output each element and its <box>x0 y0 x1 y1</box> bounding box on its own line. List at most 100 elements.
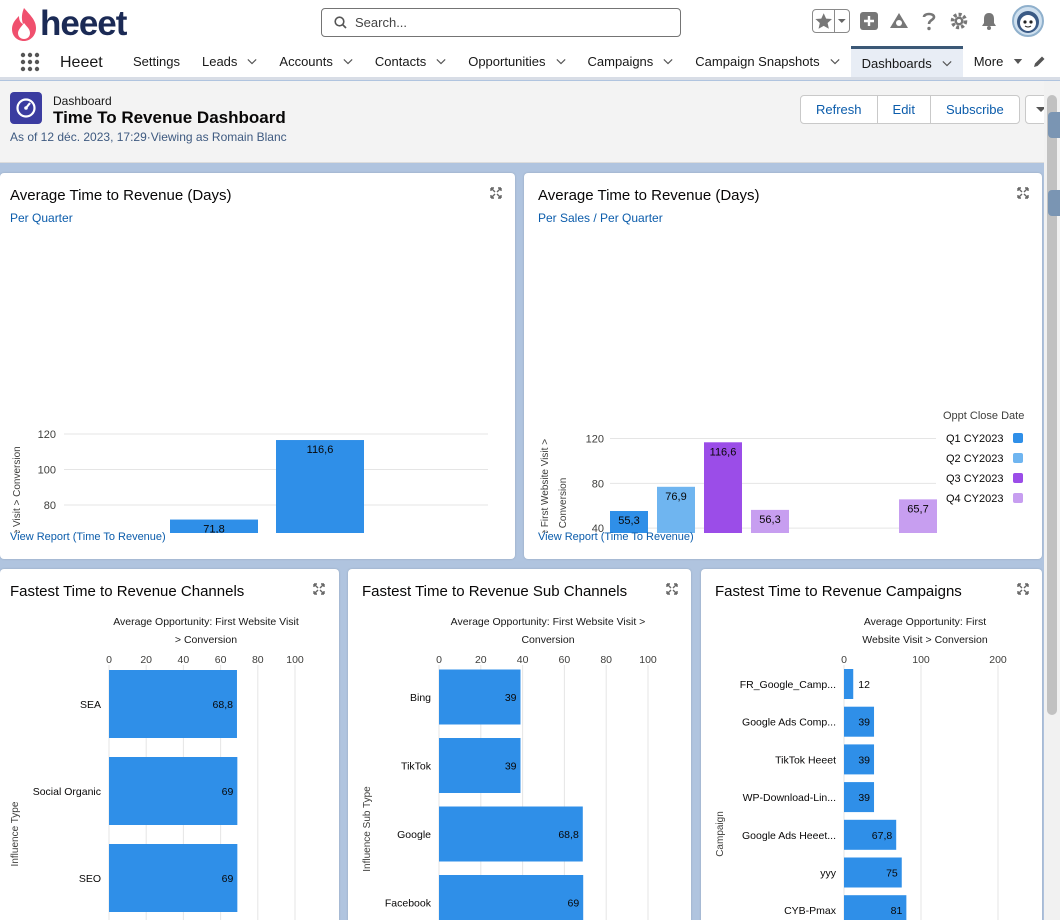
notifications-button[interactable] <box>978 10 1000 32</box>
x-tick-label: 60 <box>559 654 571 666</box>
tab-label: Campaign Snapshots <box>695 54 820 69</box>
favorites-button[interactable] <box>812 9 850 33</box>
data-label: 55,3 <box>618 515 639 527</box>
y-tick-label: 80 <box>44 500 56 512</box>
data-label: 116,6 <box>307 444 334 456</box>
tab-campaigns[interactable]: Campaigns <box>577 46 685 77</box>
data-label: 75 <box>886 868 898 880</box>
tab-campaign-snapshots[interactable]: Campaign Snapshots <box>684 46 850 77</box>
expand-icon[interactable] <box>1017 187 1029 199</box>
subscribe-button[interactable]: Subscribe <box>929 95 1020 124</box>
tab-leads[interactable]: Leads <box>191 46 268 77</box>
legend-item-label: Q4 CY2023 <box>946 493 1003 505</box>
data-label: 81 <box>891 905 903 917</box>
global-header: heeet Search... <box>0 0 1060 46</box>
card-title: Fastest Time to Revenue Channels <box>10 583 245 600</box>
card-subtitle: Per Quarter <box>10 211 73 225</box>
chevron-down-icon[interactable] <box>663 58 673 65</box>
chevron-down-icon[interactable] <box>555 58 566 65</box>
y-tick-label: Social Organic <box>33 786 101 798</box>
bar <box>844 782 875 813</box>
tab-label: Campaigns <box>587 54 654 69</box>
x-tick-label: 80 <box>600 654 612 666</box>
y-tick-label: CYB-Pmax <box>784 905 837 917</box>
search-input[interactable]: Search... <box>321 8 681 37</box>
tab-contacts[interactable]: Contacts <box>364 46 457 77</box>
view-report-link[interactable]: View Report (Time To Revenue) <box>10 531 166 543</box>
y-axis-label: Average First Website Visit > Conversion <box>12 446 23 533</box>
data-label: 12 <box>858 679 870 691</box>
y-tick-label: Google Ads Heeet... <box>742 830 836 842</box>
y-tick-label: FR_Google_Camp... <box>740 679 836 691</box>
side-panel-handle[interactable] <box>1048 112 1060 138</box>
data-label: 39 <box>858 717 870 729</box>
user-avatar[interactable] <box>1012 5 1044 37</box>
y-tick-label: 40 <box>592 523 604 533</box>
y-axis-label: Campaign <box>715 811 726 857</box>
card-title: Average Time to Revenue (Days) <box>538 187 760 204</box>
view-report-link[interactable]: View Report (Time To Revenue) <box>538 531 694 543</box>
tab-label: More <box>973 54 1004 69</box>
gear-icon <box>950 12 968 30</box>
tab-dashboards[interactable]: Dashboards <box>850 46 963 77</box>
tab-settings[interactable]: Settings <box>122 46 191 77</box>
side-panel-handle[interactable] <box>1048 190 1060 216</box>
help-button[interactable] <box>918 10 940 32</box>
axis-title: > Conversion <box>175 634 237 646</box>
app-launcher-icon <box>20 52 40 72</box>
x-tick-label: 40 <box>517 654 529 666</box>
y-tick-label: WP-Download-Lin... <box>743 792 836 804</box>
x-tick-label: 200 <box>989 654 1007 666</box>
legend-item-label: Q1 CY2023 <box>946 433 1003 445</box>
chart-card-campaigns: Fastest Time to Revenue Campaigns Averag… <box>701 569 1042 920</box>
chevron-down-icon[interactable] <box>942 60 952 67</box>
setup-button[interactable] <box>948 10 970 32</box>
plus-icon <box>860 12 878 30</box>
bar <box>109 670 237 738</box>
y-axis-label: Influence Sub Type <box>362 786 373 872</box>
gauge-icon <box>16 98 36 118</box>
app-logo[interactable]: heeet <box>10 4 127 44</box>
page-scrollbar[interactable] <box>1044 81 1060 920</box>
edit-button[interactable]: Edit <box>876 95 931 124</box>
tab-label: Opportunities <box>468 54 546 69</box>
edit-nav-button[interactable] <box>1032 55 1046 74</box>
tab-label: Contacts <box>374 54 427 69</box>
tab-opportunities[interactable]: Opportunities <box>457 46 576 77</box>
chevron-down-icon[interactable] <box>343 58 353 65</box>
chevron-down-icon[interactable] <box>436 58 446 65</box>
y-tick-label: Bing <box>410 692 431 704</box>
chart-channels: Average Opportunity: First Website Visit… <box>10 616 304 920</box>
scrollbar-thumb[interactable] <box>1047 95 1057 715</box>
global-create-button[interactable] <box>858 10 880 32</box>
question-icon <box>922 12 936 31</box>
trailhead-button[interactable] <box>888 10 910 32</box>
x-tick-label: 100 <box>912 654 930 666</box>
chevron-down-icon[interactable] <box>1013 58 1023 65</box>
navigation-bar: Heeet Settings Leads Accounts Contacts Oppor… <box>0 46 1060 80</box>
y-tick-label: yyy <box>820 868 837 880</box>
expand-icon[interactable] <box>666 583 678 595</box>
trailhead-icon <box>890 13 908 28</box>
bar <box>439 738 521 793</box>
bar <box>844 706 875 737</box>
object-label: Dashboard <box>53 94 112 108</box>
tab-more[interactable]: More <box>963 46 1035 77</box>
expand-icon[interactable] <box>490 187 502 199</box>
refresh-button[interactable]: Refresh <box>800 95 878 124</box>
bar <box>704 442 742 533</box>
chevron-down-icon[interactable] <box>247 58 257 65</box>
chart-card-sub-channels: Fastest Time to Revenue Sub Channels Ave… <box>348 569 691 920</box>
expand-icon[interactable] <box>1017 583 1029 595</box>
bar <box>109 757 238 825</box>
tab-label: Settings <box>133 54 180 69</box>
star-icon <box>815 13 832 29</box>
app-launcher-button[interactable] <box>20 52 40 77</box>
data-label: 39 <box>858 792 870 804</box>
tab-label: Accounts <box>279 54 333 69</box>
tab-accounts[interactable]: Accounts <box>268 46 363 77</box>
bar <box>844 819 897 850</box>
expand-icon[interactable] <box>313 583 325 595</box>
y-tick-label: Google Ads Comp... <box>742 717 836 729</box>
chevron-down-icon[interactable] <box>830 58 840 65</box>
